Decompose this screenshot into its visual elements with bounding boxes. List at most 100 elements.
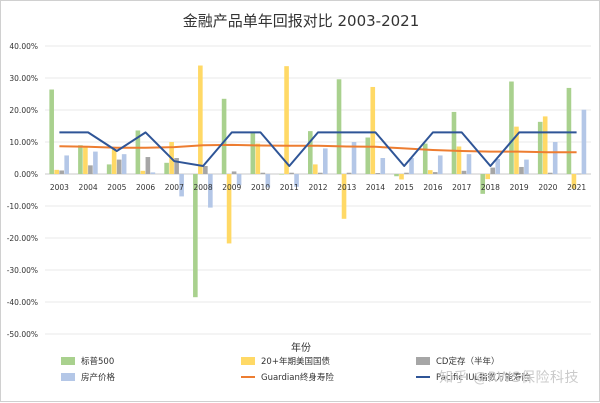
bar-2 [404, 172, 409, 174]
bar-0 [336, 79, 342, 174]
bar-1 [370, 86, 376, 174]
bar-1 [514, 126, 519, 174]
legend-swatch [416, 357, 430, 365]
bar-0 [250, 133, 256, 174]
bar-3 [524, 159, 529, 174]
bar-0 [78, 145, 83, 174]
chart-title: 金融产品单年回报对比 2003-2021 [183, 12, 420, 30]
x-tick-label: 2017 [452, 183, 471, 192]
x-tick-label: 2014 [366, 183, 385, 192]
y-tick-label: -20.00% [7, 234, 38, 243]
bar-1 [284, 66, 289, 174]
x-tick-label: 2011 [280, 183, 299, 192]
bar-2 [145, 157, 151, 174]
legend-label: 标普500 [81, 356, 114, 367]
bar-2 [318, 172, 323, 174]
y-tick-label: 20.00% [9, 106, 38, 115]
legend-swatch [241, 357, 255, 365]
bar-2 [346, 172, 352, 174]
bar-3 [437, 155, 443, 174]
bar-3 [265, 174, 271, 188]
bar-2 [547, 172, 553, 174]
bar-3 [351, 142, 357, 174]
bar-0 [451, 111, 457, 174]
legend-label: Pacific IUL指数万能寿险 [436, 372, 531, 383]
series-line-1 [59, 131, 577, 167]
y-tick-label: -40.00% [7, 298, 38, 307]
bar-1 [485, 174, 491, 180]
bar-1 [140, 170, 146, 174]
watermark: 知乎 @RWS保险科技 [439, 370, 579, 386]
x-tick-label: 2008 [194, 183, 213, 192]
bar-3 [236, 174, 242, 186]
x-tick-label: 2015 [395, 183, 414, 192]
y-tick-label: -30.00% [7, 266, 38, 275]
bar-0 [135, 130, 141, 174]
bar-2 [88, 165, 93, 174]
bar-2 [519, 166, 524, 174]
y-tick-label: -10.00% [7, 202, 38, 211]
bar-3 [409, 158, 414, 174]
bar-3 [552, 142, 558, 174]
x-tick-label: 2016 [423, 183, 442, 192]
y-tick-label: 30.00% [9, 74, 38, 83]
bar-3 [179, 174, 184, 197]
bar-1 [111, 149, 117, 174]
bar-0 [509, 81, 514, 174]
bar-2 [231, 171, 237, 174]
x-tick-label: 2012 [308, 183, 327, 192]
bar-3 [495, 158, 501, 174]
legend-label: CD定存（半年） [436, 356, 499, 367]
bar-1 [255, 143, 261, 174]
x-tick-label: 2005 [107, 183, 126, 192]
bar-2 [59, 170, 64, 174]
x-tick-label: 2013 [337, 183, 356, 192]
bar-3 [581, 109, 587, 174]
bar-1 [542, 116, 548, 174]
bar-3 [294, 174, 299, 187]
bar-0 [480, 174, 486, 194]
legend-swatch [61, 373, 75, 381]
bar-0 [394, 174, 399, 177]
bar-1 [399, 174, 404, 180]
x-tick-label: 2018 [481, 183, 500, 192]
bar-0 [422, 143, 428, 174]
bar-3 [208, 174, 213, 208]
bar-0 [279, 174, 284, 175]
bar-2 [203, 166, 208, 174]
bar-3 [93, 151, 98, 174]
y-tick-label: -50.00% [7, 330, 38, 339]
series-line-0 [59, 143, 577, 154]
bar-0 [365, 137, 371, 174]
bar-0 [193, 174, 198, 298]
x-tick-label: 2007 [165, 183, 184, 192]
bar-1 [427, 170, 433, 174]
bar-0 [221, 98, 227, 174]
bar-1 [198, 65, 203, 174]
legend-label: Guardian终身寿险 [261, 372, 334, 383]
legend-label: 20+年期美国国债 [261, 356, 330, 367]
x-tick-label: 2003 [50, 183, 69, 192]
y-tick-label: 0.00% [14, 170, 38, 179]
legend-swatch [61, 357, 75, 365]
y-tick-label: 40.00% [9, 42, 38, 51]
bar-0 [106, 164, 112, 174]
bar-0 [164, 162, 169, 174]
bar-3 [323, 148, 328, 174]
bar-1 [456, 146, 462, 174]
x-axis-title: 年份 [291, 341, 311, 354]
legend-label: 房产价格 [81, 372, 116, 383]
x-tick-label: 2004 [79, 183, 98, 192]
bar-2 [116, 159, 122, 174]
x-tick-label: 2019 [510, 183, 529, 192]
bar-2 [490, 167, 496, 174]
bar-2 [174, 158, 179, 174]
bar-2 [375, 173, 381, 174]
bar-2 [432, 172, 438, 174]
bar-1 [54, 169, 59, 174]
bar-3 [150, 172, 156, 174]
x-tick-label: 2006 [136, 183, 155, 192]
bar-2 [289, 172, 294, 174]
x-tick-label: 2021 [567, 183, 586, 192]
